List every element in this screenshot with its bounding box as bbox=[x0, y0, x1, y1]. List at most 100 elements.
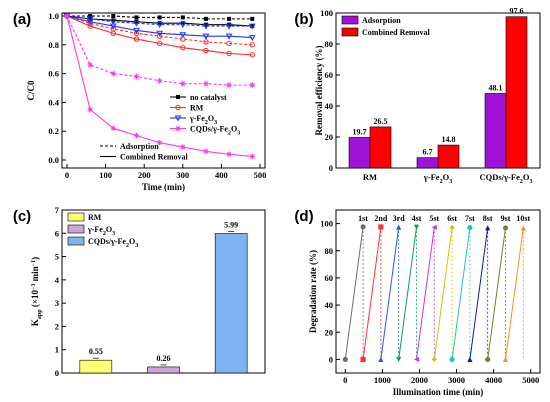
data-point-a bbox=[156, 40, 163, 47]
x-tick-label-a: 400 bbox=[215, 170, 228, 180]
x-tick-label-a: 0 bbox=[65, 170, 69, 180]
x-tick-label-d: 4000 bbox=[485, 375, 502, 385]
data-point-a bbox=[111, 14, 116, 18]
data-point-a bbox=[133, 20, 140, 27]
y-tick-label-d: 0 bbox=[329, 354, 333, 364]
y-tick-label-b: 80 bbox=[325, 39, 334, 49]
data-point-d bbox=[431, 356, 437, 363]
legend-swatch-c bbox=[67, 236, 85, 246]
data-point-a bbox=[157, 21, 162, 26]
cycle-line-d bbox=[362, 226, 382, 360]
data-point-d bbox=[396, 224, 402, 230]
bar-b bbox=[437, 144, 460, 169]
legend-swatch-b bbox=[341, 15, 359, 25]
data-point-a bbox=[111, 18, 116, 23]
cycle-line-d bbox=[505, 228, 524, 360]
x-axis-label-a: Time (min) bbox=[142, 182, 185, 192]
y-axis-label-a: C/C0 bbox=[26, 80, 36, 100]
data-point-a bbox=[87, 107, 93, 113]
y-axis-label-b: Removal efficiency (%) bbox=[314, 46, 324, 136]
data-point-a bbox=[225, 33, 233, 40]
data-point-a bbox=[157, 140, 163, 146]
data-point-d bbox=[342, 356, 348, 363]
bar-value-label-b: 19.7 bbox=[353, 127, 367, 136]
cycle-label-d: 2nd bbox=[374, 214, 387, 223]
bar-b bbox=[416, 157, 439, 169]
panel-label-d: (d) bbox=[294, 208, 313, 225]
cycle-label-d: 6st bbox=[447, 214, 457, 223]
data-point-d bbox=[360, 224, 366, 230]
data-point-a bbox=[226, 82, 232, 88]
legend-entry-a: Adsorption bbox=[120, 142, 159, 151]
legend-entry-c: CQDs/γ-Fe2O3 bbox=[88, 237, 138, 249]
legend-entry-b: Combined Removal bbox=[362, 28, 431, 37]
data-point-a bbox=[203, 16, 208, 21]
data-point-a bbox=[156, 33, 163, 39]
y-tick-label-a: 0.8 bbox=[48, 40, 59, 50]
bar-b bbox=[369, 126, 392, 169]
data-point-d bbox=[520, 225, 526, 231]
y-tick-label-a: 0.0 bbox=[48, 155, 59, 165]
panel-label-c: (c) bbox=[13, 208, 31, 225]
data-point-a bbox=[110, 71, 116, 77]
data-point-a bbox=[157, 15, 162, 20]
y-tick-label-c: 6 bbox=[55, 228, 59, 238]
data-point-d bbox=[449, 224, 455, 231]
bar-c bbox=[79, 359, 113, 374]
cycle-label-d: 4st bbox=[412, 214, 422, 223]
cycle-label-d: 7st bbox=[465, 214, 475, 223]
legend-entry-a: γ-Fe2O3 bbox=[189, 114, 217, 126]
y-tick-label-c: 1 bbox=[55, 345, 59, 355]
bar-value-label-c: 0.26 bbox=[157, 354, 171, 363]
legend-marker-a bbox=[174, 115, 182, 122]
x-axis-label-d: Illumination time (min) bbox=[393, 387, 484, 397]
y-tick-label-a: 0.6 bbox=[48, 69, 59, 79]
legend-entry-c: γ-Fe2O3 bbox=[87, 225, 115, 237]
y-tick-label-b: 0 bbox=[329, 163, 333, 173]
bar-b bbox=[348, 137, 371, 169]
x-tick-label-d: 3000 bbox=[448, 375, 465, 385]
data-point-a bbox=[109, 23, 117, 30]
panel-label-b: (b) bbox=[294, 11, 313, 28]
cycle-label-d: 8st bbox=[483, 214, 493, 223]
bar-value-label-b: 14.8 bbox=[442, 135, 456, 144]
legend-swatch-c bbox=[67, 212, 85, 222]
data-point-a bbox=[202, 23, 210, 30]
x-tick-label-a: 100 bbox=[99, 170, 112, 180]
data-point-a bbox=[180, 81, 186, 87]
data-point-a bbox=[203, 39, 209, 45]
data-point-d bbox=[413, 356, 420, 363]
data-point-a bbox=[88, 14, 93, 18]
data-point-a bbox=[133, 30, 140, 36]
data-point-a bbox=[249, 42, 255, 48]
bar-c bbox=[214, 233, 248, 374]
data-point-a bbox=[110, 30, 117, 36]
y-tick-label-d: 40 bbox=[325, 300, 334, 310]
cycle-line-d bbox=[469, 227, 489, 360]
y-tick-label-c: 4 bbox=[55, 275, 60, 285]
legend-entry-a: no catalyst bbox=[190, 93, 227, 102]
bar-value-label-b: 48.1 bbox=[489, 83, 503, 92]
data-point-a bbox=[133, 133, 139, 139]
series-line-a bbox=[66, 15, 253, 46]
data-point-d bbox=[378, 356, 384, 363]
data-point-d bbox=[485, 356, 491, 363]
data-point-d bbox=[502, 225, 509, 231]
data-point-a bbox=[109, 19, 117, 26]
series-line-a bbox=[66, 15, 253, 157]
y-tick-label-b: 60 bbox=[325, 70, 334, 80]
x-tick-label-a: 200 bbox=[138, 170, 151, 180]
data-point-d bbox=[449, 356, 455, 363]
data-point-a bbox=[248, 23, 256, 30]
data-point-a bbox=[87, 62, 93, 68]
data-point-d bbox=[485, 225, 491, 231]
bar-value-label-b: 26.5 bbox=[374, 117, 388, 126]
data-point-a bbox=[179, 32, 187, 39]
x-tick-label-d: 2000 bbox=[411, 375, 428, 385]
series-line-a bbox=[66, 15, 253, 56]
bar-value-label-c: 0.55 bbox=[89, 347, 103, 356]
data-point-a bbox=[226, 151, 232, 157]
x-tick-label-d: 1000 bbox=[374, 375, 391, 385]
x-tick-label-d: 0 bbox=[343, 375, 347, 385]
